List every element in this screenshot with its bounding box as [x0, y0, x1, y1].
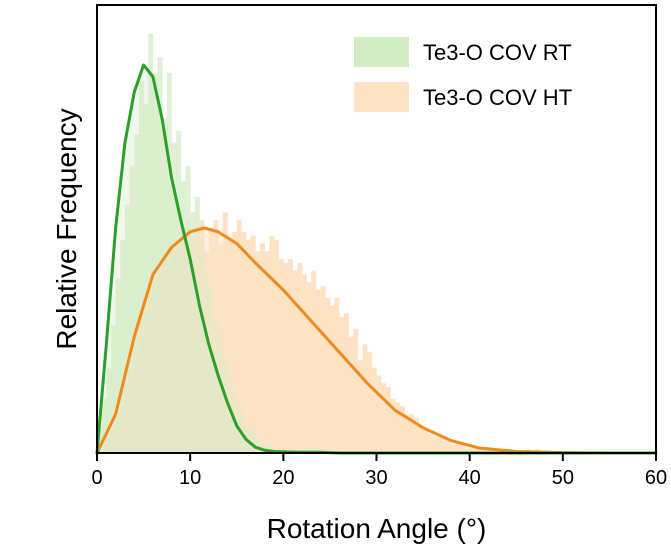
- hist-bar-rt: [110, 324, 116, 453]
- legend-swatch-ht: [354, 82, 409, 112]
- hist-bar-rt: [120, 239, 126, 453]
- legend-label-rt: Te3-O COV RT: [423, 40, 572, 65]
- hist-bar-rt: [129, 165, 135, 453]
- legend-label-ht: Te3-O COV HT: [423, 85, 572, 110]
- legend-swatch-rt: [354, 37, 409, 67]
- hist-bar-rt: [134, 134, 140, 453]
- hist-bar-rt: [124, 204, 130, 453]
- hist-bar-rt: [106, 367, 112, 453]
- hist-bar-rt: [157, 57, 163, 454]
- x-tick-label: 50: [552, 467, 574, 489]
- legend: Te3-O COV RT Te3-O COV HT: [354, 37, 572, 112]
- fitted-curves-layer: [95, 63, 658, 455]
- y-axis-title: Relative Frequency: [51, 108, 82, 349]
- x-tick-label: 0: [91, 467, 102, 489]
- hist-bar-rt: [148, 33, 154, 454]
- x-tick-label: 40: [459, 467, 481, 489]
- hist-bar-rt: [115, 278, 121, 453]
- x-tick-label: 60: [645, 467, 667, 489]
- x-tick-label: 20: [272, 467, 294, 489]
- area-ht: [97, 227, 656, 453]
- hist-bar-rt: [143, 103, 149, 454]
- area-rt: [97, 65, 656, 453]
- hist-bar-rt: [138, 80, 144, 454]
- x-axis-ticks: 0 10 20 30 40 50 60: [91, 453, 667, 489]
- hist-bar-rt: [101, 398, 107, 453]
- curve-ht: [95, 226, 658, 455]
- x-tick-label: 10: [179, 467, 201, 489]
- x-axis-title: Rotation Angle (°): [267, 513, 487, 544]
- hist-bar-rt: [152, 72, 158, 453]
- x-tick-label: 30: [365, 467, 387, 489]
